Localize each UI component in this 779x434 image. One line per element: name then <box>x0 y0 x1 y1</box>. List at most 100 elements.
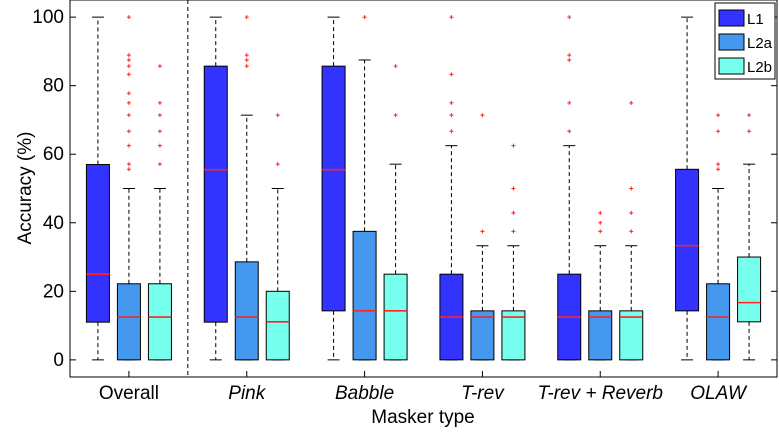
box-body <box>619 310 644 361</box>
y-tick-label: 40 <box>43 213 64 234</box>
box-body <box>588 310 613 361</box>
outlier-point <box>567 100 572 105</box>
box-body <box>706 283 731 361</box>
box-L2a-overall <box>116 15 141 361</box>
outlier-point <box>511 210 516 215</box>
y-tick-label: 20 <box>43 281 64 302</box>
outlier-point <box>275 162 280 167</box>
outlier-point <box>244 64 249 69</box>
box-L2b-t-rev-reverb <box>619 100 644 361</box>
outlier-point <box>126 64 131 69</box>
legend-swatch-l2a <box>718 33 745 51</box>
box-body <box>321 65 346 312</box>
outlier-point <box>126 91 131 96</box>
outlier-point <box>480 113 485 118</box>
outlier-point <box>567 15 572 20</box>
legend-label-l2b: L2b <box>747 59 772 76</box>
legend-swatch-l2b <box>718 57 745 75</box>
y-tick-label: 0 <box>53 350 64 371</box>
outlier-point <box>362 15 367 20</box>
outlier-point <box>629 210 634 215</box>
plot-layer <box>85 0 762 377</box>
outlier-point <box>629 186 634 191</box>
box-body <box>265 290 290 361</box>
outlier-point <box>126 57 131 62</box>
y-tick-label: 80 <box>43 76 64 97</box>
outlier-point <box>157 162 162 167</box>
outlier-point <box>157 143 162 148</box>
outlier-point <box>275 113 280 118</box>
outlier-point <box>126 129 131 134</box>
outlier-point <box>511 143 516 148</box>
outlier-point <box>629 229 634 234</box>
outlier-point <box>449 113 454 118</box>
outlier-point <box>567 53 572 58</box>
outlier-point <box>449 100 454 105</box>
outlier-point <box>716 113 721 118</box>
box-L1-olaw <box>675 16 700 361</box>
axes-frame <box>69 0 778 378</box>
outlier-point <box>244 15 249 20</box>
box-L1-pink <box>203 16 228 361</box>
outlier-point <box>598 229 603 234</box>
axis-layer: 0 20 40 60 80 100 Overall Pink Babble T-rev T-rev … <box>32 0 778 404</box>
box-L2a-t-rev-reverb <box>588 210 613 361</box>
outlier-point <box>393 113 398 118</box>
box-L1-babble <box>321 16 346 361</box>
outlier-point <box>567 129 572 134</box>
outlier-point <box>126 53 131 58</box>
outlier-point <box>126 15 131 20</box>
outlier-point <box>449 72 454 77</box>
plot-area <box>70 0 777 377</box>
legend-label-l1: L1 <box>747 11 764 28</box>
box-L2b-olaw <box>737 113 762 361</box>
outlier-point <box>244 53 249 58</box>
y-tick-label: 60 <box>43 144 64 165</box>
box-body <box>147 283 172 361</box>
outlier-point <box>716 167 721 172</box>
box-L2a-babble <box>352 15 377 361</box>
outlier-point <box>157 129 162 134</box>
outlier-point <box>747 129 752 134</box>
x-tick-label: Babble <box>335 383 394 404</box>
x-tick-label: T-rev <box>461 383 505 404</box>
outlier-point <box>126 72 131 77</box>
outlier-point <box>157 113 162 118</box>
box-body <box>203 65 228 323</box>
outlier-point <box>126 167 131 172</box>
box-L2a-pink <box>234 15 259 361</box>
box-body <box>234 261 259 361</box>
outlier-point <box>126 113 131 118</box>
x-axis-label: Masker type <box>371 407 474 428</box>
box-L1-t-rev <box>439 15 464 361</box>
outlier-point <box>716 162 721 167</box>
outlier-point <box>126 100 131 105</box>
outlier-point <box>598 210 603 215</box>
box-L2b-overall <box>147 64 172 361</box>
box-L2b-t-rev <box>501 143 526 361</box>
outlier-point <box>157 64 162 69</box>
legend-swatch-l1 <box>718 9 745 27</box>
x-tick-label: Overall <box>99 383 159 404</box>
outlier-point <box>480 229 485 234</box>
outlier-point <box>598 220 603 225</box>
outlier-point <box>567 57 572 62</box>
outlier-point <box>126 143 131 148</box>
box-body <box>352 230 377 361</box>
box-L1-t-rev-reverb <box>557 15 582 361</box>
box-body <box>383 273 408 361</box>
legend-label-l2a: L2a <box>747 35 773 52</box>
outlier-point <box>449 129 454 134</box>
outlier-point <box>747 113 752 118</box>
box-L2a-t-rev <box>470 113 495 361</box>
y-axis-label: Accuracy (%) <box>15 132 36 245</box>
outlier-point <box>126 162 131 167</box>
outlier-point <box>511 229 516 234</box>
outlier-point <box>716 129 721 134</box>
outlier-point <box>393 64 398 69</box>
y-tick-label: 100 <box>32 7 64 28</box>
box-body <box>501 310 526 361</box>
box-body <box>737 256 762 323</box>
legend: L1 L2a L2b <box>714 2 776 80</box>
